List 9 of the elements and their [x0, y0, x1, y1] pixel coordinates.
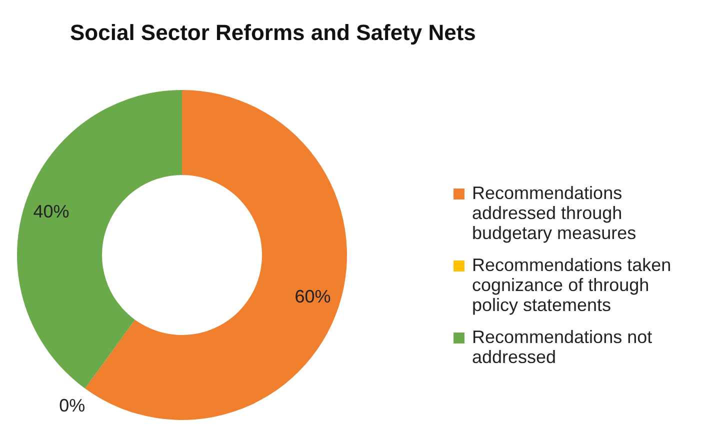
chart-title: Social Sector Reforms and Safety Nets — [70, 20, 476, 45]
legend-label: Recommendations taken cognizance of through policy statements — [472, 255, 672, 315]
text: 0% — [59, 395, 86, 416]
legend-label: Recommendations not addressed — [472, 327, 652, 367]
data-label: 60% — [294, 286, 331, 306]
legend-label: Recommendations addressed through budgetary measures — [472, 183, 636, 243]
donut-slice — [17, 90, 182, 388]
donut-slice — [85, 90, 347, 420]
data-label: 40% — [33, 202, 70, 222]
